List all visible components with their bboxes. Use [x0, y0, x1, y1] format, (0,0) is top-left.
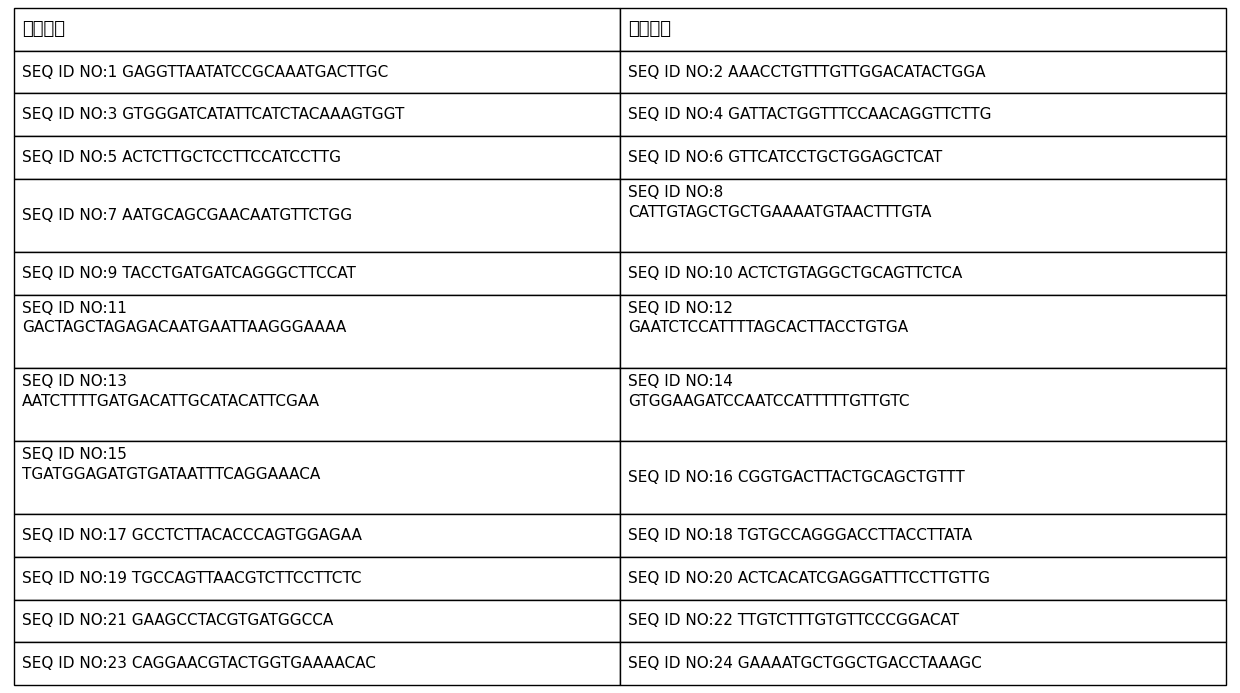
Text: 正向引物: 正向引物: [22, 20, 64, 38]
Text: SEQ ID NO:10 ACTCTGTAGGCTGCAGTTCTCA: SEQ ID NO:10 ACTCTGTAGGCTGCAGTTCTCA: [627, 266, 962, 281]
Text: SEQ ID NO:11
GACTAGCTAGAGACAATGAATTAAGGGAAAA: SEQ ID NO:11 GACTAGCTAGAGACAATGAATTAAGGG…: [22, 301, 346, 335]
Bar: [14, 179, 620, 252]
Bar: [14, 8, 620, 51]
Text: SEQ ID NO:7 AATGCAGCGAACAATGTTCTGG: SEQ ID NO:7 AATGCAGCGAACAATGTTCTGG: [22, 208, 352, 223]
Text: SEQ ID NO:24 GAAAATGCTGGCTGACCTAAAGC: SEQ ID NO:24 GAAAATGCTGGCTGACCTAAAGC: [627, 656, 982, 671]
Bar: [620, 368, 1226, 441]
Bar: [620, 51, 1226, 94]
Text: SEQ ID NO:15
TGATGGAGATGTGATAATTTCAGGAAACA: SEQ ID NO:15 TGATGGAGATGTGATAATTTCAGGAAA…: [22, 447, 320, 482]
Bar: [14, 295, 620, 368]
Text: SEQ ID NO:21 GAAGCCTACGTGATGGCCA: SEQ ID NO:21 GAAGCCTACGTGATGGCCA: [22, 613, 334, 629]
Bar: [620, 514, 1226, 557]
Text: SEQ ID NO:14
GTGGAAGATCCAATCCATTTTTGTTGTC: SEQ ID NO:14 GTGGAAGATCCAATCCATTTTTGTTGT…: [627, 374, 909, 409]
Bar: [14, 642, 620, 685]
Text: SEQ ID NO:16 CGGTGACTTACTGCAGCTGTTT: SEQ ID NO:16 CGGTGACTTACTGCAGCTGTTT: [627, 470, 965, 485]
Text: SEQ ID NO:18 TGTGCCAGGGACCTTACCTTATA: SEQ ID NO:18 TGTGCCAGGGACCTTACCTTATA: [627, 528, 972, 543]
Bar: [620, 136, 1226, 179]
Bar: [14, 51, 620, 94]
Text: SEQ ID NO:13
AATCTTTTGATGACATTGCATACATTCGAA: SEQ ID NO:13 AATCTTTTGATGACATTGCATACATTC…: [22, 374, 320, 409]
Text: SEQ ID NO:3 GTGGGATCATATTCATCTACAAAGTGGT: SEQ ID NO:3 GTGGGATCATATTCATCTACAAAGTGGT: [22, 107, 404, 122]
Text: SEQ ID NO:9 TACCTGATGATCAGGGCTTCCAT: SEQ ID NO:9 TACCTGATGATCAGGGCTTCCAT: [22, 266, 356, 281]
Bar: [14, 252, 620, 295]
Text: SEQ ID NO:20 ACTCACATCGAGGATTTCCTTGTTG: SEQ ID NO:20 ACTCACATCGAGGATTTCCTTGTTG: [627, 571, 990, 586]
Bar: [620, 557, 1226, 599]
Bar: [620, 599, 1226, 642]
Bar: [620, 642, 1226, 685]
Bar: [14, 136, 620, 179]
Text: SEQ ID NO:17 GCCTCTTACACCCAGTGGAGAA: SEQ ID NO:17 GCCTCTTACACCCAGTGGAGAA: [22, 528, 362, 543]
Bar: [620, 8, 1226, 51]
Text: SEQ ID NO:4 GATTACTGGTTTCCAACAGGTTCTTG: SEQ ID NO:4 GATTACTGGTTTCCAACAGGTTCTTG: [627, 107, 992, 122]
Bar: [14, 441, 620, 514]
Bar: [620, 441, 1226, 514]
Text: SEQ ID NO:12
GAATCTCCATTTTAGCACTTACCTGTGA: SEQ ID NO:12 GAATCTCCATTTTAGCACTTACCTGTG…: [627, 301, 908, 335]
Text: 反向引物: 反向引物: [627, 20, 671, 38]
Bar: [620, 295, 1226, 368]
Text: SEQ ID NO:1 GAGGTTAATATCCGCAAATGACTTGC: SEQ ID NO:1 GAGGTTAATATCCGCAAATGACTTGC: [22, 64, 388, 80]
Bar: [620, 179, 1226, 252]
Bar: [620, 252, 1226, 295]
Text: SEQ ID NO:5 ACTCTTGCTCCTTCCATCCTTG: SEQ ID NO:5 ACTCTTGCTCCTTCCATCCTTG: [22, 150, 341, 165]
Text: SEQ ID NO:2 AAACCTGTTTGTTGGACATACTGGA: SEQ ID NO:2 AAACCTGTTTGTTGGACATACTGGA: [627, 64, 986, 80]
Bar: [14, 599, 620, 642]
Text: SEQ ID NO:19 TGCCAGTTAACGTCTTCCTTCTC: SEQ ID NO:19 TGCCAGTTAACGTCTTCCTTCTC: [22, 571, 362, 586]
Text: SEQ ID NO:23 CAGGAACGTACTGGTGAAAACAC: SEQ ID NO:23 CAGGAACGTACTGGTGAAAACAC: [22, 656, 376, 671]
Bar: [620, 94, 1226, 136]
Bar: [14, 514, 620, 557]
Bar: [14, 94, 620, 136]
Text: SEQ ID NO:22 TTGTCTTTGTGTTCCCGGACAT: SEQ ID NO:22 TTGTCTTTGTGTTCCCGGACAT: [627, 613, 959, 629]
Bar: [14, 368, 620, 441]
Text: SEQ ID NO:8
CATTGTAGCTGCTGAAAATGTAACTTTGTA: SEQ ID NO:8 CATTGTAGCTGCTGAAAATGTAACTTTG…: [627, 185, 931, 220]
Bar: [14, 557, 620, 599]
Text: SEQ ID NO:6 GTTCATCCTGCTGGAGCTCAT: SEQ ID NO:6 GTTCATCCTGCTGGAGCTCAT: [627, 150, 942, 165]
